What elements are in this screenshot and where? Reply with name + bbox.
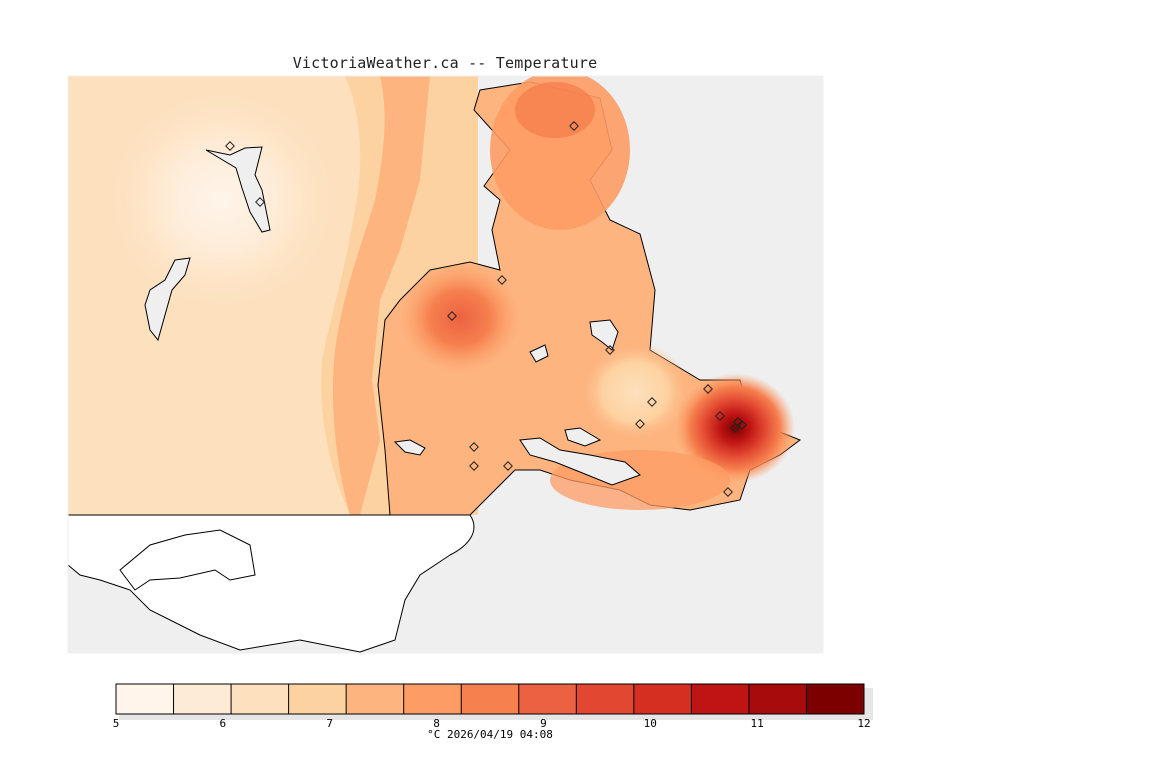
- inlet-bay: [564, 427, 602, 447]
- legend-band: [691, 684, 750, 714]
- map-title: VictoriaWeather.ca -- Temperature: [292, 54, 598, 72]
- warm-spot-central: [400, 263, 520, 373]
- station-marker[interactable]: [737, 420, 747, 430]
- legend-tick-label: 11: [750, 717, 764, 730]
- station-marker[interactable]: [225, 141, 235, 151]
- lake-east: [589, 319, 619, 351]
- station-marker[interactable]: [723, 487, 733, 497]
- station-marker[interactable]: [605, 345, 615, 355]
- warm-spot-north: [515, 82, 595, 138]
- hot-spot: [675, 373, 795, 483]
- station-marker[interactable]: [469, 461, 479, 471]
- inlet-south: [519, 437, 641, 486]
- station-marker[interactable]: [703, 384, 713, 394]
- legend-band: [403, 684, 462, 714]
- lake-west: [144, 257, 191, 342]
- legend-band: [288, 684, 347, 714]
- station-marker[interactable]: [569, 121, 579, 131]
- station-marker[interactable]: [503, 461, 513, 471]
- legend-band: [576, 684, 635, 714]
- contour-band-west-warm: [332, 76, 430, 515]
- station-markers: [225, 121, 747, 497]
- station-marker[interactable]: [733, 417, 743, 427]
- legend-band: [116, 684, 175, 714]
- lake-small: [529, 344, 549, 363]
- island-south: [119, 529, 256, 591]
- station-marker[interactable]: [497, 275, 507, 285]
- station-marker[interactable]: [647, 397, 657, 407]
- station-marker[interactable]: [255, 197, 265, 207]
- lake-southwest: [393, 439, 426, 456]
- legend-tick-label: 6: [219, 717, 227, 730]
- map-frame: [67, 75, 824, 654]
- legend-tick-label: 10: [643, 717, 657, 730]
- legend-tick-label: 8: [433, 717, 440, 730]
- legend-band: [518, 684, 577, 714]
- legend-band: [231, 684, 290, 714]
- station-marker[interactable]: [447, 311, 457, 321]
- legend-tick-label: 9: [540, 717, 547, 730]
- legend-frame: [115, 683, 865, 715]
- legend-tick-label: 12: [857, 717, 871, 730]
- legend-caption: °C 2026/04/19 04:08: [427, 728, 553, 741]
- legend-band: [346, 684, 405, 714]
- legend-band: [461, 684, 520, 714]
- cool-spot-east: [580, 342, 690, 442]
- legend-band: [748, 684, 807, 714]
- legend-band: [173, 684, 232, 714]
- lake-north: [205, 146, 271, 233]
- cool-center: [92, 76, 352, 325]
- legend-tick-label: 5: [112, 717, 120, 730]
- legend-band: [806, 684, 865, 714]
- station-marker[interactable]: [635, 419, 645, 429]
- station-marker[interactable]: [469, 442, 479, 452]
- station-marker[interactable]: [715, 411, 725, 421]
- legend-tick-label: 7: [326, 717, 334, 730]
- legend-band: [633, 684, 692, 714]
